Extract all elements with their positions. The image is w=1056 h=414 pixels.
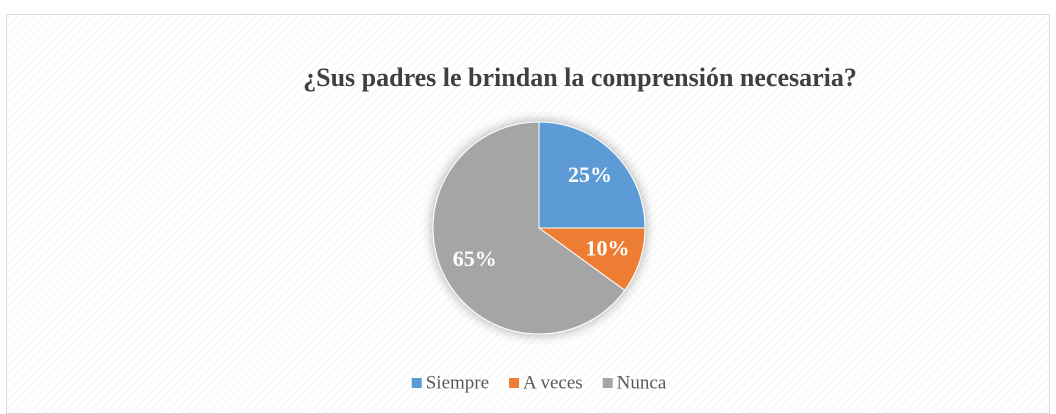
pie-slice	[538, 121, 646, 229]
legend-swatch	[411, 378, 422, 388]
legend-swatch	[602, 378, 613, 388]
data-label: 10%	[586, 235, 630, 260]
chart-title: ¿Sus padres le brindan la comprensión ne…	[303, 63, 857, 92]
legend-swatch	[509, 378, 520, 388]
pie	[432, 121, 646, 335]
pie-slice	[432, 121, 626, 335]
legend-label: A veces	[523, 372, 583, 393]
data-label: 25%	[568, 162, 612, 187]
data-label: 65%	[453, 246, 497, 271]
legend-label: Nunca	[617, 372, 667, 393]
legend-label: Siempre	[426, 372, 489, 393]
